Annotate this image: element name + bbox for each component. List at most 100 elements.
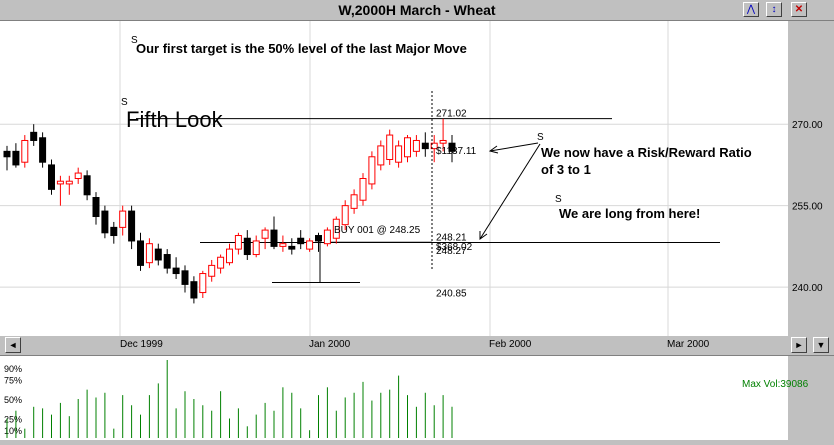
candle-body-7 <box>65 180 73 185</box>
candle-body-38 <box>341 205 349 226</box>
candle-body-21 <box>190 281 198 299</box>
candle-body-47 <box>421 142 429 150</box>
volume-axis-panel <box>788 356 834 440</box>
candle-body-8 <box>74 172 82 180</box>
candle-body-19 <box>172 267 180 275</box>
candle-body-46 <box>412 139 420 152</box>
candle-body-2 <box>21 139 29 163</box>
date-label-dec: Dec 1999 <box>120 339 163 350</box>
fifth-look-label: Fifth Look <box>126 107 224 132</box>
candle-body-29 <box>261 229 269 239</box>
date-label-mar: Mar 2000 <box>667 339 710 350</box>
candle-body-17 <box>154 248 162 261</box>
chart-close-button[interactable]: ✕ <box>791 2 807 17</box>
candle-body-6 <box>56 180 64 185</box>
candle-body-12 <box>110 226 118 237</box>
marker-fifth-look: S <box>121 97 128 108</box>
scroll-left-button[interactable]: ◄ <box>5 337 21 353</box>
price-chart-panel[interactable]: 270.00 255.00 240.00 271.02 248.21 248.27 240… <box>0 21 834 353</box>
volume-tick-1: 75% <box>4 376 22 386</box>
marker-target: S <box>131 35 138 46</box>
target-line-label: 271.02 <box>436 109 467 120</box>
volume-panel: 90% 75% 50% 25% 10% Max Vol:39086 <box>0 355 834 440</box>
volume-bars <box>6 360 453 438</box>
candle-body-44 <box>395 145 403 163</box>
candle-body-32 <box>288 245 296 250</box>
date-label-jan: Jan 2000 <box>309 339 351 350</box>
volume-tick-2: 50% <box>4 395 22 405</box>
volume-tick-0: 90% <box>4 364 22 374</box>
candle-body-34 <box>306 240 314 250</box>
candle-body-11 <box>101 210 109 234</box>
candle-body-22 <box>199 273 207 294</box>
candle-body-35 <box>315 235 322 242</box>
date-label-feb: Feb 2000 <box>489 339 532 350</box>
candle-body-0 <box>3 150 11 158</box>
candle-body-24 <box>217 256 225 269</box>
marker-risk-reward: S <box>537 132 544 143</box>
scroll-down-button[interactable]: ▼ <box>813 337 829 353</box>
scroll-right-button[interactable]: ► <box>791 337 807 353</box>
window-title: W,2000H March - Wheat <box>338 2 496 18</box>
candle-body-40 <box>359 178 367 201</box>
arrow-reward-head <box>488 145 499 154</box>
volume-ticks: 90% 75% 50% 25%10% <box>4 364 22 436</box>
candle-body-36 <box>323 229 331 245</box>
price-tick-0: 270.00 <box>792 120 823 131</box>
candle-body-3 <box>30 131 38 141</box>
candle-body-41 <box>368 156 376 185</box>
candle-body-14 <box>128 210 136 242</box>
candle-body-28 <box>252 240 260 256</box>
candle-body-27 <box>243 237 251 256</box>
candle-body-48 <box>430 142 438 150</box>
candle-body-9 <box>83 175 91 196</box>
candle-body-4 <box>39 137 47 163</box>
window-titlebar: W,2000H March - Wheat ⋀ ↕ ✕ <box>0 0 834 21</box>
candle-body-23 <box>208 264 216 277</box>
stop-line-label: 240.85 <box>436 289 467 300</box>
candle-body-39 <box>350 194 358 209</box>
risk-reward-line1: We now have a Risk/Reward Ratio <box>541 145 752 160</box>
candle-body-45 <box>404 137 411 158</box>
price-tick-2: 240.00 <box>792 283 823 294</box>
risk-reward-line2: of 3 to 1 <box>541 162 591 177</box>
candle-body-42 <box>377 145 385 166</box>
annotations: S Our first target is the 50% level of t… <box>121 35 752 271</box>
price-axis-panel <box>788 21 834 336</box>
candle-body-30 <box>270 229 278 247</box>
candle-body-5 <box>48 164 55 190</box>
upper-level-line-label: 248.21 <box>436 233 467 244</box>
candle-body-33 <box>297 237 305 245</box>
candle-body-16 <box>145 243 153 264</box>
arrow-risk <box>479 143 541 240</box>
candle-body-43 <box>386 134 394 160</box>
candle-body-25 <box>226 248 233 264</box>
buy-order-label: BUY 001 @ 248.25 <box>334 225 421 236</box>
arrow-risk-head <box>479 231 488 240</box>
chart-expand-button[interactable]: ↕ <box>766 2 782 17</box>
price-axis-ticks: 270.00 255.00 240.00 <box>792 120 823 294</box>
chart-style-button[interactable]: ⋀ <box>743 2 759 17</box>
volume-tick-4: 10% <box>4 426 22 436</box>
candles <box>3 118 456 304</box>
price-gridlines <box>0 21 788 336</box>
risk-value-label: $368.02 <box>436 242 473 253</box>
candle-body-31 <box>279 243 287 247</box>
max-volume-label: Max Vol:39086 <box>742 379 809 390</box>
long-from-here-label: We are long from here! <box>559 206 700 221</box>
candle-body-37 <box>332 218 340 239</box>
reward-value-label: $1137.11 <box>436 146 477 157</box>
price-tick-1: 255.00 <box>792 202 823 213</box>
candle-body-50 <box>448 142 456 152</box>
candle-body-20 <box>181 270 189 285</box>
candle-body-15 <box>137 240 144 266</box>
candle-body-1 <box>12 150 20 166</box>
candle-body-13 <box>119 210 127 228</box>
candle-body-49 <box>439 139 447 144</box>
candle-body-10 <box>92 197 100 218</box>
candle-body-26 <box>234 235 242 250</box>
buy-line-label: 248.27 <box>436 246 467 257</box>
chart-scrollbar[interactable]: ◄ Dec 1999 Jan 2000 Feb 2000 Mar 2000 ► … <box>0 336 834 354</box>
target-annotation: Our first target is the 50% level of the… <box>136 41 467 56</box>
volume-chart: 90% 75% 50% 25%10% Max Vol:39086 <box>4 356 834 440</box>
